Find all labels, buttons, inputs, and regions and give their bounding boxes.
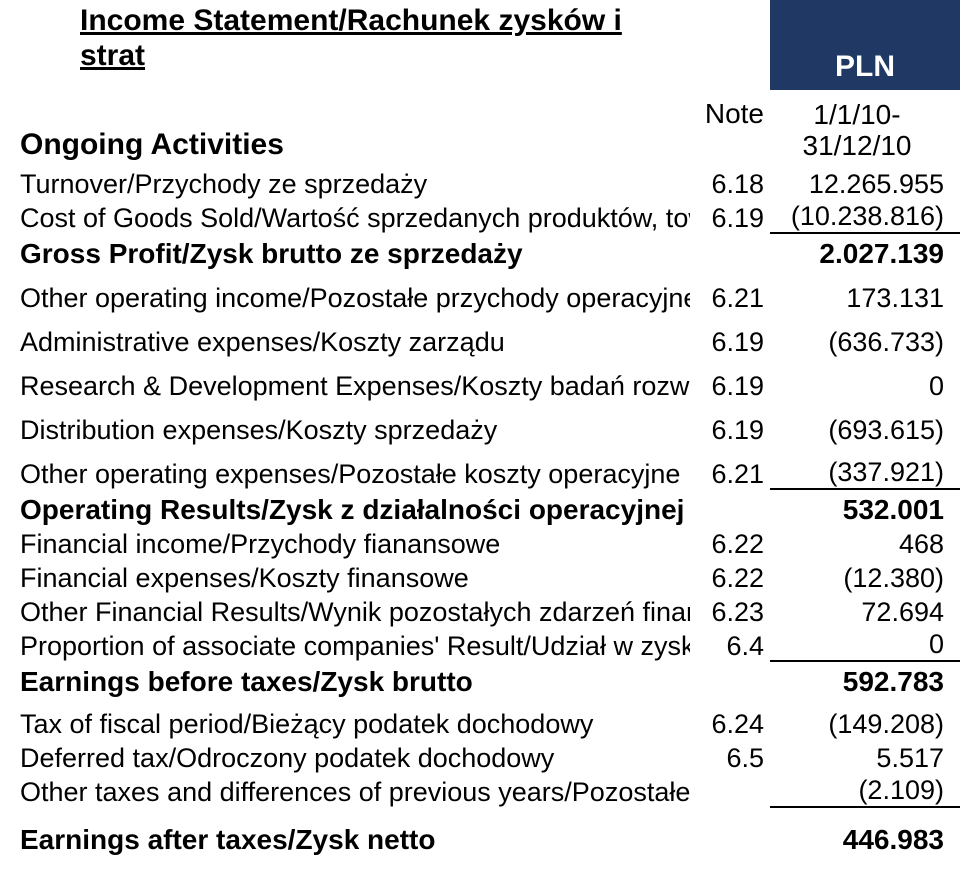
row-label: Proportion of associate companies' Resul… xyxy=(0,631,690,662)
table-row: Other Financial Results/Wynik pozostałyc… xyxy=(0,594,960,628)
row-label: Earnings after taxes/Zysk netto xyxy=(0,824,690,856)
table-row: Tax of fiscal period/Bieżący podatek doc… xyxy=(0,706,960,740)
row-label: Deferred tax/Odroczony podatek dochodowy xyxy=(0,743,690,774)
row-value: 0 xyxy=(770,371,960,402)
table-row: Gross Profit/Zysk brutto ze sprzedaży 2.0… xyxy=(0,236,960,270)
row-note: 6.24 xyxy=(690,709,770,740)
row-label: Cost of Goods Sold/Wartość sprzedanych p… xyxy=(0,203,690,234)
table-row: Proportion of associate companies' Resul… xyxy=(0,628,960,662)
income-statement-sheet: PLN Income Statement/Rachunek zysków i s… xyxy=(0,0,960,889)
row-value: 446.983 xyxy=(770,824,960,856)
row-value: 0 xyxy=(770,629,960,662)
row-value: 2.027.139 xyxy=(770,238,960,270)
row-label: Other operating expenses/Pozostałe koszt… xyxy=(0,459,690,490)
row-label: Other operating income/Pozostałe przycho… xyxy=(0,283,690,314)
row-note: 6.5 xyxy=(690,743,770,774)
period-header: 1/1/10- 31/12/10 xyxy=(770,100,960,162)
row-note: 6.22 xyxy=(690,529,770,560)
title-row: Income Statement/Rachunek zysków i strat xyxy=(0,4,960,73)
row-note: 6.22 xyxy=(690,563,770,594)
row-label: Distribution expenses/Koszty sprzedaży xyxy=(0,415,690,446)
row-value: (693.615) xyxy=(770,415,960,446)
row-note: 6.4 xyxy=(690,631,770,662)
row-value: 72.694 xyxy=(770,597,960,628)
row-value: 173.131 xyxy=(770,283,960,314)
row-value: (337.921) xyxy=(770,457,960,490)
row-note: 6.21 xyxy=(690,459,770,490)
table-row: Earnings after taxes/Zysk netto 446.983 xyxy=(0,822,960,856)
table-row: Administrative expenses/Koszty zarządu6.… xyxy=(0,324,960,358)
row-note: 6.19 xyxy=(690,203,770,234)
row-label: Tax of fiscal period/Bieżący podatek doc… xyxy=(0,709,690,740)
row-note: 6.21 xyxy=(690,283,770,314)
table-row: Other operating income/Pozostałe przycho… xyxy=(0,280,960,314)
table-row: Deferred tax/Odroczony podatek dochodowy… xyxy=(0,740,960,774)
row-label: Financial income/Przychody fianansowe xyxy=(0,529,690,560)
row-value: 532.001 xyxy=(770,494,960,526)
row-value: 468 xyxy=(770,529,960,560)
row-label: Gross Profit/Zysk brutto ze sprzedaży xyxy=(0,238,690,270)
row-value: (636.733) xyxy=(770,327,960,358)
row-value: 5.517 xyxy=(770,743,960,774)
row-label: Earnings before taxes/Zysk brutto xyxy=(0,666,690,698)
row-note: 6.18 xyxy=(690,169,770,200)
row-value: (149.208) xyxy=(770,709,960,740)
table-row: Distribution expenses/Koszty sprzedaży6.… xyxy=(0,412,960,446)
row-value: (2.109) xyxy=(770,775,960,808)
row-label: Financial expenses/Koszty finansowe xyxy=(0,563,690,594)
activities-header: Ongoing Activities xyxy=(0,128,690,162)
note-header: Note xyxy=(690,92,770,130)
table-row: Earnings before taxes/Zysk brutto 592.783 xyxy=(0,664,960,698)
table-row: Other operating expenses/Pozostałe koszt… xyxy=(0,456,960,490)
row-label: Operating Results/Zysk z działalności op… xyxy=(0,494,690,526)
row-label: Other taxes and differences of previous … xyxy=(0,777,690,808)
header-row: Ongoing Activities Note 1/1/10- 31/12/10 xyxy=(0,92,960,162)
table-row: Cost of Goods Sold/Wartość sprzedanych p… xyxy=(0,200,960,234)
row-note: 6.19 xyxy=(690,371,770,402)
table-row: Turnover/Przychody ze sprzedaży6.1812.26… xyxy=(0,166,960,200)
row-label: Other Financial Results/Wynik pozostałyc… xyxy=(0,597,690,628)
table-row: Financial income/Przychody fianansowe6.2… xyxy=(0,526,960,560)
row-note: 6.19 xyxy=(690,327,770,358)
row-label: Turnover/Przychody ze sprzedaży xyxy=(0,169,690,200)
row-label: Research & Development Expenses/Koszty b… xyxy=(0,371,690,402)
table-row: Operating Results/Zysk z działalności op… xyxy=(0,492,960,526)
table-row: Other taxes and differences of previous … xyxy=(0,774,960,808)
row-note: 6.23 xyxy=(690,597,770,628)
row-value: 592.783 xyxy=(770,666,960,698)
row-note: 6.19 xyxy=(690,415,770,446)
row-value: (12.380) xyxy=(770,563,960,594)
row-value: 12.265.955 xyxy=(770,169,960,200)
statement-title: Income Statement/Rachunek zysków i strat xyxy=(0,4,690,73)
row-value: (10.238.816) xyxy=(770,201,960,234)
row-label: Administrative expenses/Koszty zarządu xyxy=(0,327,690,358)
table-row: Financial expenses/Koszty finansowe6.22(… xyxy=(0,560,960,594)
table-row: Research & Development Expenses/Koszty b… xyxy=(0,368,960,402)
